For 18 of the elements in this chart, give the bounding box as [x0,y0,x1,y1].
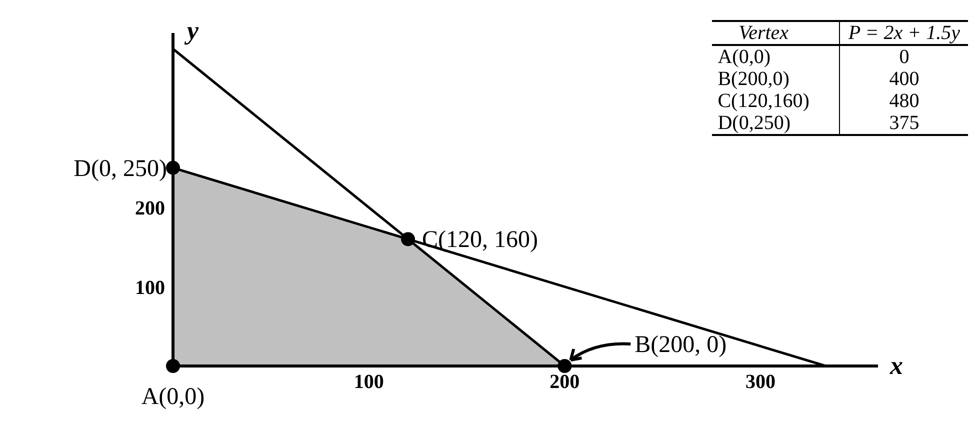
x-axis-title: x [889,351,903,380]
annotation: D(0,250) [712,112,840,135]
annotation: C(120,160) [712,90,840,112]
y-axis-title: y [184,16,199,45]
annotation: D(0, 250) [74,156,167,182]
text: 400 [889,68,920,90]
annotation: P = 2x + 1.5y [847,21,961,45]
annotation: B(200,0) [712,68,840,90]
x-tick-label: 100 [354,371,384,394]
x-tick-label: 300 [746,371,776,394]
annotation: A(0,0) [712,45,840,68]
text: 375 [889,112,920,134]
x-tick-label: 200 [550,371,580,394]
annotation: Vertex [712,21,840,45]
text: 0 [899,46,910,68]
annotation: A(0,0) [141,384,205,410]
text: 480 [889,90,920,112]
annotation: B(200, 0) [634,332,727,358]
